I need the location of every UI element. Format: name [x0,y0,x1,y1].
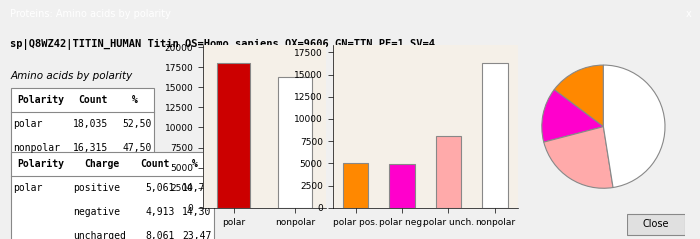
Text: Polarity: Polarity [17,95,64,105]
Text: 23,47: 23,47 [182,231,211,239]
FancyBboxPatch shape [10,87,154,160]
Wedge shape [603,65,665,188]
Text: positive: positive [73,183,120,193]
Text: nonpolar: nonpolar [13,143,60,153]
Text: Count: Count [141,159,169,169]
Text: 4,913: 4,913 [146,207,175,217]
Bar [435,136,461,208]
Text: negative: negative [73,207,120,217]
Text: 8,061: 8,061 [146,231,175,239]
Text: Amino acids by polarity: Amino acids by polarity [10,71,133,81]
FancyBboxPatch shape [627,214,685,235]
Bar [217,63,251,208]
Text: uncharged: uncharged [73,231,126,239]
Text: 16,315: 16,315 [73,143,108,153]
Bar [482,63,508,208]
Text: polar: polar [13,119,43,129]
Text: 52,50: 52,50 [122,119,152,129]
Text: 14,75: 14,75 [182,183,211,193]
Bar [389,164,415,208]
Text: Close: Close [643,219,669,229]
Text: 18,035: 18,035 [73,119,108,129]
Bar [278,77,312,208]
Text: polar: polar [13,183,43,193]
Wedge shape [544,127,613,188]
Text: Charge: Charge [84,159,119,169]
Text: %: % [132,95,138,105]
Text: %: % [193,159,198,169]
Text: 47,50: 47,50 [122,143,152,153]
Text: 5,061: 5,061 [146,183,175,193]
Bar [343,163,368,208]
Text: Count: Count [78,95,107,105]
FancyBboxPatch shape [10,152,214,239]
Wedge shape [542,90,603,142]
Text: Proteins: Amino acids by polarity: Proteins: Amino acids by polarity [10,9,172,19]
Text: x: x [686,9,692,19]
Text: Polarity: Polarity [17,159,64,169]
Text: sp|Q8WZ42|TITIN_HUMAN Titin OS=Homo sapiens OX=9606 GN=TTN PE=1 SV=4: sp|Q8WZ42|TITIN_HUMAN Titin OS=Homo sapi… [10,39,435,50]
Wedge shape [554,65,603,127]
Text: 14,30: 14,30 [182,207,211,217]
